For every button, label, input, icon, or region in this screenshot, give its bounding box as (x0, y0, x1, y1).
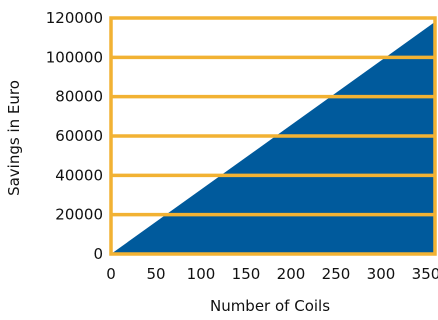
y-axis-title: Savings in Euro (5, 80, 23, 196)
x-tick-label: 100 (187, 265, 216, 283)
x-tick-label: 150 (232, 265, 261, 283)
x-tick-label: 0 (106, 265, 116, 283)
y-tick-label: 80000 (55, 88, 103, 106)
x-tick-label: 50 (146, 265, 165, 283)
y-tick-labels: 0 20000 40000 60000 80000 100000 120000 (46, 9, 103, 263)
y-tick-label: 60000 (55, 127, 103, 145)
y-tick-label: 100000 (46, 48, 103, 66)
y-tick-label: 120000 (46, 9, 103, 27)
y-tick-label: 0 (93, 245, 103, 263)
plot-frame (109, 16, 437, 256)
x-tick-label: 300 (367, 265, 396, 283)
x-tick-label: 250 (322, 265, 351, 283)
savings-area (111, 21, 435, 254)
x-axis-title: Number of Coils (210, 297, 330, 315)
plot-area (109, 16, 437, 256)
x-tick-labels: 0 50 100 150 200 250 300 350 (106, 265, 438, 283)
x-tick-label: 350 (412, 265, 438, 283)
y-tick-label: 40000 (55, 166, 103, 184)
x-tick-label: 200 (277, 265, 306, 283)
y-tick-label: 20000 (55, 206, 103, 224)
